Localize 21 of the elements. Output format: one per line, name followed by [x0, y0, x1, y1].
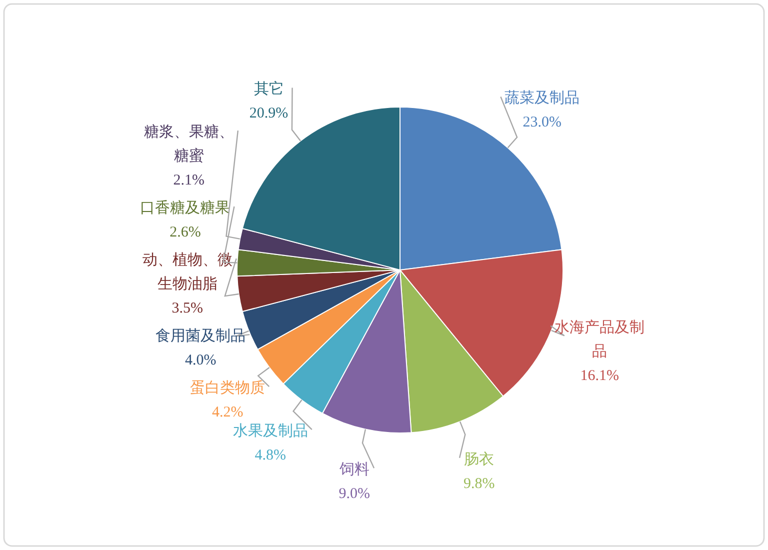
data-label: 2.6%: [170, 224, 201, 241]
slice-label: 蔬菜及制品: [504, 90, 580, 107]
slice-label: 饲料: [338, 461, 370, 478]
slice-label: 水果及制品: [232, 422, 308, 440]
data-label: 9.8%: [464, 476, 495, 492]
data-label: 4.2%: [212, 404, 244, 421]
slice-label: 蛋白类物质: [190, 380, 266, 397]
data-label: 9.0%: [338, 486, 370, 502]
data-label: 20.9%: [249, 106, 288, 122]
data-label: 3.5%: [172, 300, 203, 317]
slice-label: 食用菌及制品: [156, 328, 246, 345]
data-label: 23.0%: [522, 114, 562, 131]
slice-label: 其它: [254, 80, 284, 98]
slice-label: 口香糖及糖果: [140, 200, 230, 217]
slice-label: 水海产品及制品: [554, 318, 645, 360]
slice-label: 糖浆、果糖、糖蜜: [144, 124, 234, 165]
data-label: 4.8%: [254, 448, 286, 464]
slice-label: 肠衣: [464, 450, 494, 468]
data-label: 4.0%: [184, 352, 216, 369]
data-label: 16.1%: [580, 368, 620, 384]
data-label: 2.1%: [173, 172, 205, 189]
